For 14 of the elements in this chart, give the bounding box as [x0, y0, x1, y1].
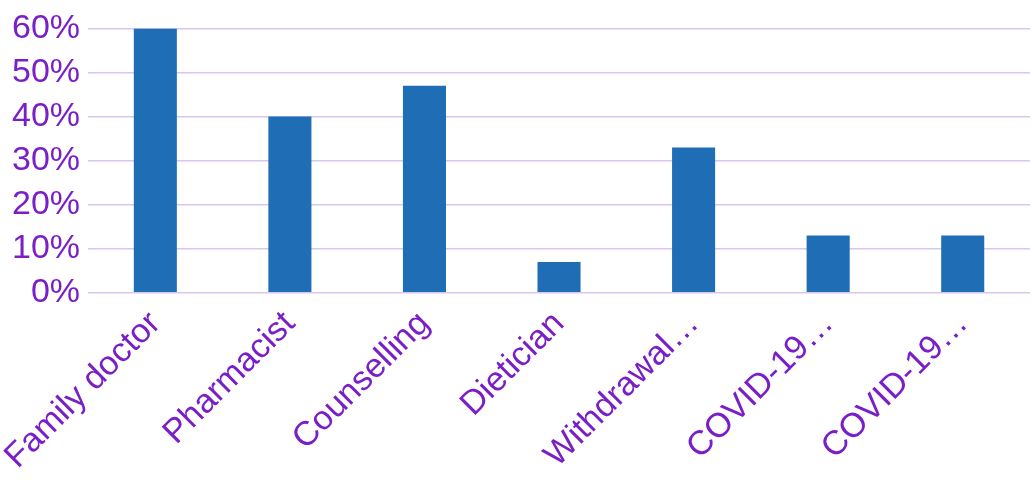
y-tick-label: 20%	[11, 183, 81, 222]
y-tick-label: 50%	[11, 50, 81, 89]
y-tick-label: 0%	[30, 271, 81, 310]
bar	[672, 147, 716, 293]
bar	[941, 235, 985, 293]
bar	[537, 262, 581, 293]
y-tick-label: 10%	[11, 227, 81, 266]
bar	[806, 235, 850, 293]
bar	[402, 85, 446, 293]
y-tick-label: 40%	[11, 94, 81, 133]
bar	[268, 116, 312, 293]
y-tick-label: 30%	[11, 139, 81, 178]
y-tick-label: 60%	[11, 6, 81, 45]
bar	[133, 28, 177, 293]
